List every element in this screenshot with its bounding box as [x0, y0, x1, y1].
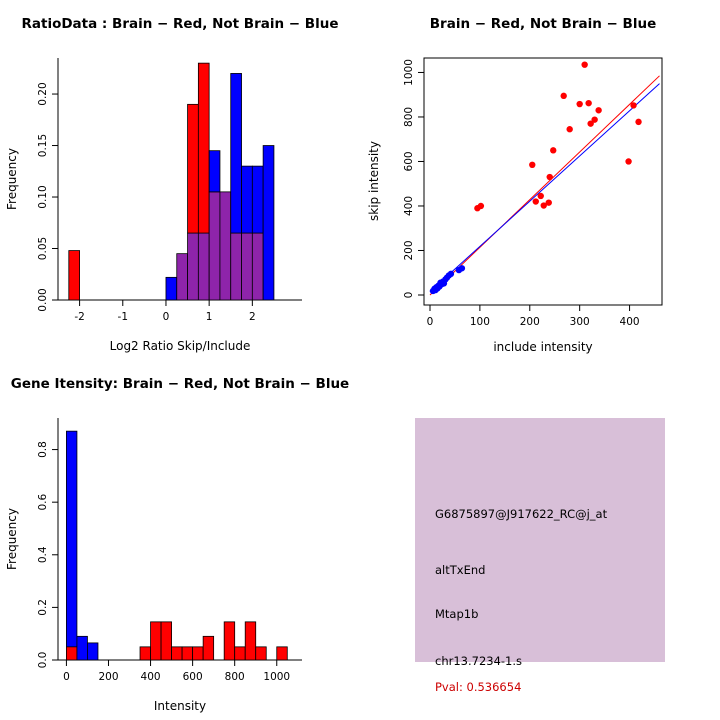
svg-text:0.4: 0.4 — [37, 546, 49, 563]
svg-text:0.00: 0.00 — [37, 288, 49, 311]
panel-info: G6875897@J917622_RC@j_at altTxEnd Mtap1b… — [360, 360, 720, 720]
svg-text:-1: -1 — [118, 311, 128, 323]
svg-text:800: 800 — [225, 671, 245, 683]
ratio-chart-title: RatioData : Brain − Red, Not Brain − Blu… — [21, 16, 338, 32]
svg-text:0: 0 — [163, 311, 170, 323]
gene-intensity-histogram-chart: Gene Itensity: Brain − Red, Not Brain − … — [5, 376, 349, 713]
svg-text:0: 0 — [427, 316, 434, 328]
svg-text:0.6: 0.6 — [37, 494, 49, 511]
scatter-x-axis-label: include intensity — [493, 340, 592, 354]
svg-text:0: 0 — [63, 671, 70, 683]
svg-text:0.05: 0.05 — [37, 237, 49, 260]
svg-text:200: 200 — [403, 240, 415, 260]
svg-text:0.0: 0.0 — [37, 652, 49, 669]
svg-text:0.8: 0.8 — [37, 441, 49, 458]
ratio-x-axis-label: Log2 Ratio Skip/Include — [110, 339, 251, 353]
svg-text:400: 400 — [141, 671, 161, 683]
svg-text:-2: -2 — [74, 311, 84, 323]
svg-text:200: 200 — [98, 671, 118, 683]
panel-gene-intensity-histogram: Gene Itensity: Brain − Red, Not Brain − … — [0, 360, 360, 720]
svg-text:400: 400 — [403, 196, 415, 216]
svg-text:200: 200 — [520, 316, 540, 328]
svg-text:100: 100 — [470, 316, 490, 328]
svg-text:1000: 1000 — [403, 59, 415, 86]
genomic-location-text: chr13.7234-1.s — [435, 654, 523, 668]
scatter-y-axis-label: skip intensity — [367, 141, 381, 221]
intensity-scatter-chart: Brain − Red, Not Brain − Blue include in… — [367, 16, 663, 354]
pvalue-text: Pval: 0.536654 — [435, 680, 522, 694]
svg-text:0.2: 0.2 — [37, 599, 49, 616]
svg-text:2: 2 — [249, 311, 256, 323]
gene-intensity-histogram-plot-area: 0 200 400 600 800 1000 0.0 0.2 0.4 0.6 0.8 — [37, 418, 302, 683]
panel-intensity-scatter: Brain − Red, Not Brain − Blue include in… — [360, 0, 720, 360]
ratio-histogram-plot-area: -2 -1 0 1 2 0.00 0.05 0.10 0.15 0.20 — [37, 58, 302, 323]
svg-text:800: 800 — [403, 107, 415, 127]
gene-y-axis-label: Frequency — [5, 508, 19, 570]
info-box: G6875897@J917622_RC@j_at altTxEnd Mtap1b… — [415, 418, 665, 694]
scatter-chart-title: Brain − Red, Not Brain − Blue — [430, 16, 656, 32]
svg-text:400: 400 — [620, 316, 640, 328]
svg-text:600: 600 — [403, 151, 415, 171]
splice-event-type-text: altTxEnd — [435, 563, 486, 577]
ratio-histogram-chart: RatioData : Brain − Red, Not Brain − Blu… — [5, 16, 339, 353]
svg-text:0.10: 0.10 — [37, 185, 49, 208]
svg-text:0.15: 0.15 — [37, 134, 49, 157]
intensity-scatter-plot-area: 0 100 200 300 400 0 200 400 600 800 1000 — [403, 57, 663, 328]
svg-text:600: 600 — [183, 671, 203, 683]
ratio-y-axis-label: Frequency — [5, 148, 19, 210]
panel-ratio-histogram: RatioData : Brain − Red, Not Brain − Blu… — [0, 0, 360, 360]
gene-name-text: Mtap1b — [435, 607, 479, 621]
svg-text:1000: 1000 — [263, 671, 290, 683]
gene-chart-title: Gene Itensity: Brain − Red, Not Brain − … — [11, 376, 349, 392]
gene-x-axis-label: Intensity — [154, 699, 206, 713]
probe-id-text: G6875897@J917622_RC@j_at — [435, 507, 608, 521]
svg-text:0.20: 0.20 — [37, 82, 49, 105]
svg-text:1: 1 — [206, 311, 213, 323]
svg-text:300: 300 — [570, 316, 590, 328]
svg-text:0: 0 — [403, 292, 415, 299]
